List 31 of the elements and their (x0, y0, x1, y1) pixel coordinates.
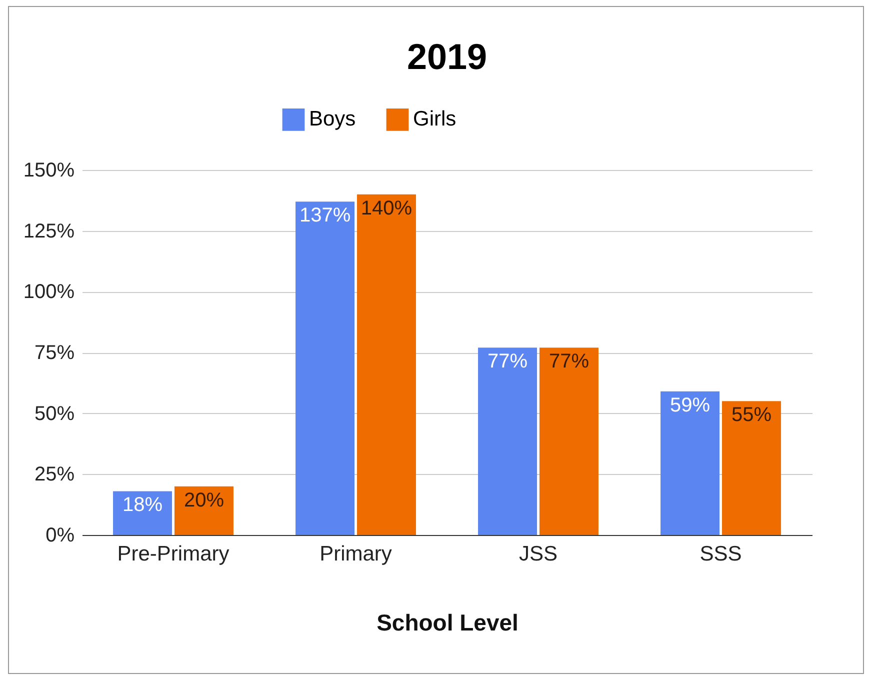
bar (113, 491, 172, 535)
bar (478, 348, 538, 535)
y-tick-label: 50% (34, 402, 75, 425)
x-tick-label: Primary (320, 542, 392, 566)
data-label: 137% (299, 204, 351, 227)
bar (722, 401, 781, 535)
y-tick-label: 0% (46, 524, 75, 546)
data-label: 140% (360, 197, 412, 220)
data-label: 59% (670, 394, 710, 416)
bar (296, 202, 355, 535)
bar (356, 194, 416, 535)
y-tick-label: 100% (23, 281, 75, 304)
x-axis-title: School Level (376, 610, 518, 636)
data-label: 77% (488, 350, 528, 373)
bar (539, 348, 598, 535)
x-tick-label: Pre-Primary (117, 542, 230, 566)
data-label: 18% (122, 494, 163, 516)
legend-label: Girls (413, 108, 456, 131)
y-tick-label: 125% (23, 220, 75, 242)
y-tick-label: 75% (34, 342, 75, 364)
legend-label: Boys (309, 108, 356, 131)
data-label: 77% (548, 350, 590, 373)
y-tick-label: 25% (34, 464, 75, 486)
x-tick-label: JSS (518, 542, 558, 566)
x-tick-label: SSS (700, 542, 742, 566)
y-tick-label: 150% (23, 160, 75, 182)
bar (174, 486, 234, 535)
bar (660, 391, 720, 535)
data-label: 20% (184, 489, 224, 512)
data-label: 55% (731, 404, 772, 426)
chart-title: 2019 (406, 36, 488, 77)
